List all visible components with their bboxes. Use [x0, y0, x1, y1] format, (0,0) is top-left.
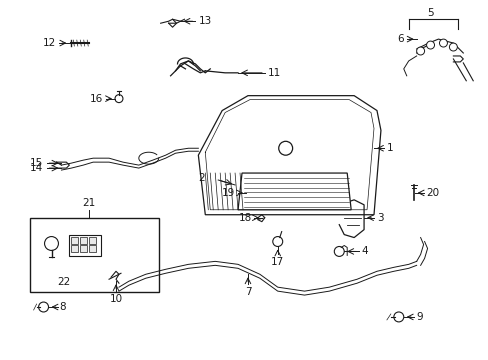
Text: 2: 2 [198, 173, 205, 183]
Text: 18: 18 [238, 213, 251, 223]
Bar [30, 218, 158, 292]
Circle shape [426, 41, 434, 49]
Text: 4: 4 [360, 247, 367, 256]
Circle shape [39, 302, 48, 312]
Text: 5: 5 [427, 8, 433, 18]
Text: 14: 14 [30, 163, 43, 173]
Bar [89, 246, 96, 252]
Circle shape [439, 39, 447, 47]
Text: 12: 12 [43, 38, 56, 48]
Bar [80, 246, 87, 252]
Text: 13: 13 [198, 16, 211, 26]
Bar [80, 237, 87, 243]
Bar [71, 237, 78, 243]
Circle shape [448, 43, 456, 51]
Text: 3: 3 [376, 213, 383, 223]
Text: 22: 22 [57, 277, 70, 287]
Circle shape [334, 247, 344, 256]
Text: 6: 6 [396, 34, 403, 44]
Text: 8: 8 [60, 302, 66, 312]
Circle shape [272, 237, 282, 247]
Text: 16: 16 [90, 94, 103, 104]
Polygon shape [238, 173, 350, 210]
Text: 11: 11 [267, 68, 281, 78]
Text: 21: 21 [82, 198, 96, 208]
Circle shape [416, 47, 424, 55]
Text: 10: 10 [109, 294, 122, 304]
Text: 1: 1 [386, 143, 393, 153]
Text: 7: 7 [244, 287, 251, 297]
Text: 19: 19 [222, 188, 235, 198]
Text: 9: 9 [416, 312, 423, 322]
Bar [69, 235, 101, 256]
Text: 20: 20 [426, 188, 439, 198]
Circle shape [278, 141, 292, 155]
Polygon shape [198, 96, 380, 215]
Text: 17: 17 [270, 257, 284, 267]
Circle shape [393, 312, 403, 322]
Circle shape [44, 237, 59, 251]
Circle shape [115, 95, 122, 103]
Text: 15: 15 [30, 158, 43, 168]
Bar [71, 246, 78, 252]
Bar [89, 237, 96, 243]
